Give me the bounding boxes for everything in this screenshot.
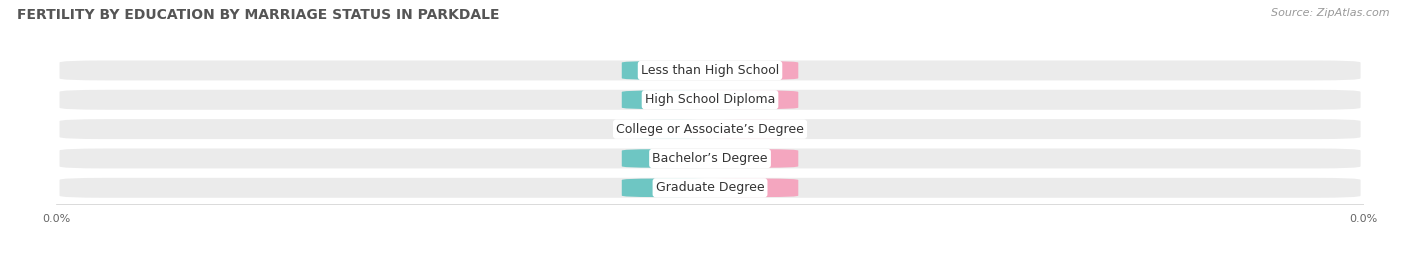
Text: College or Associate’s Degree: College or Associate’s Degree (616, 123, 804, 136)
FancyBboxPatch shape (707, 179, 799, 197)
Legend: Married, Unmarried: Married, Unmarried (627, 264, 793, 269)
FancyBboxPatch shape (621, 120, 713, 138)
Text: Less than High School: Less than High School (641, 64, 779, 77)
FancyBboxPatch shape (621, 149, 713, 168)
FancyBboxPatch shape (59, 61, 1361, 80)
FancyBboxPatch shape (707, 149, 799, 168)
FancyBboxPatch shape (621, 179, 713, 197)
Text: Graduate Degree: Graduate Degree (655, 181, 765, 194)
Text: 0.0%: 0.0% (737, 183, 768, 193)
Text: 0.0%: 0.0% (652, 65, 683, 75)
FancyBboxPatch shape (621, 91, 713, 109)
FancyBboxPatch shape (707, 91, 799, 109)
FancyBboxPatch shape (59, 148, 1361, 168)
FancyBboxPatch shape (707, 120, 799, 138)
Text: FERTILITY BY EDUCATION BY MARRIAGE STATUS IN PARKDALE: FERTILITY BY EDUCATION BY MARRIAGE STATU… (17, 8, 499, 22)
Text: 0.0%: 0.0% (652, 154, 683, 164)
Text: High School Diploma: High School Diploma (645, 93, 775, 106)
Text: 0.0%: 0.0% (737, 154, 768, 164)
FancyBboxPatch shape (59, 119, 1361, 139)
FancyBboxPatch shape (621, 61, 713, 80)
FancyBboxPatch shape (707, 61, 799, 80)
Text: 0.0%: 0.0% (652, 95, 683, 105)
FancyBboxPatch shape (59, 90, 1361, 110)
Text: 0.0%: 0.0% (737, 95, 768, 105)
Text: 0.0%: 0.0% (652, 183, 683, 193)
Text: 0.0%: 0.0% (737, 124, 768, 134)
FancyBboxPatch shape (59, 178, 1361, 198)
Text: 0.0%: 0.0% (652, 124, 683, 134)
Text: 0.0%: 0.0% (737, 65, 768, 75)
Text: Source: ZipAtlas.com: Source: ZipAtlas.com (1271, 8, 1389, 18)
Text: Bachelor’s Degree: Bachelor’s Degree (652, 152, 768, 165)
